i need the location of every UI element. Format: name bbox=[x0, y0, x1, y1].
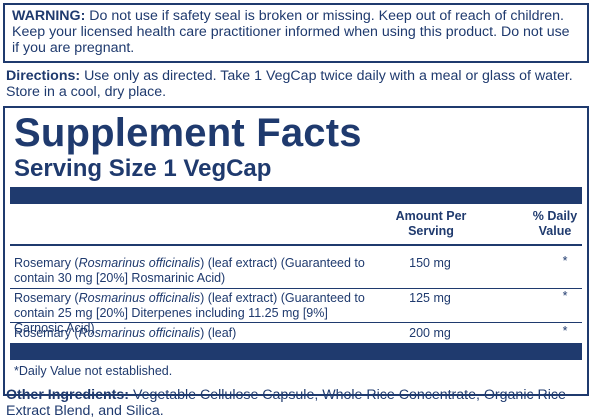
other-ingredients: Other Ingredients: Vegetable Cellulose C… bbox=[6, 387, 598, 419]
ingredient-name: Rosemary ( bbox=[14, 326, 79, 340]
daily-value-header: % Daily Value bbox=[532, 209, 578, 238]
ingredient-row-3: Rosemary (Rosmarinus officinalis) (leaf) bbox=[14, 326, 374, 341]
directions-text: Use only as directed. Take 1 VegCap twic… bbox=[6, 68, 573, 100]
ingredient-row-1: Rosemary (Rosmarinus officinalis) (leaf … bbox=[14, 256, 374, 286]
amount-1: 150 mg bbox=[409, 256, 451, 270]
warning-box: WARNING: Do not use if safety seal is br… bbox=[3, 3, 589, 63]
ingredient-name: Rosemary ( bbox=[14, 291, 79, 305]
warning-text: Do not use if safety seal is broken or m… bbox=[12, 8, 570, 56]
dv-2: * bbox=[562, 289, 568, 303]
other-ingredients-text: Vegetable Cellulose Capsule, Whole Rice … bbox=[6, 387, 566, 419]
footnote: *Daily Value not established. bbox=[14, 364, 173, 378]
ingredient-latin: Rosmarinus officinalis bbox=[78, 291, 201, 305]
other-ingredients-label: Other Ingredients: bbox=[6, 387, 129, 403]
supplement-facts-panel: Supplement Facts Serving Size 1 VegCap A… bbox=[3, 106, 589, 396]
warning-label: WARNING: bbox=[12, 8, 86, 24]
ingredient-latin: Rosmarinus officinalis bbox=[78, 326, 201, 340]
header-bar bbox=[10, 187, 582, 204]
ingredient-detail: ) (leaf extract) (Guaranteed to contain … bbox=[14, 291, 365, 335]
amount-3: 200 mg bbox=[409, 326, 451, 340]
amount-2: 125 mg bbox=[409, 291, 451, 305]
ingredient-row-2: Rosemary (Rosmarinus officinalis) (leaf … bbox=[14, 291, 374, 336]
row-divider bbox=[10, 288, 582, 289]
dv-1: * bbox=[562, 254, 568, 268]
footer-bar bbox=[10, 343, 582, 360]
ingredient-detail: ) (leaf extract) (Guaranteed to contain … bbox=[14, 256, 365, 285]
facts-title: Supplement Facts bbox=[14, 111, 362, 155]
directions-label: Directions: bbox=[6, 68, 81, 84]
directions: Directions: Use only as directed. Take 1… bbox=[6, 68, 594, 100]
row-divider bbox=[10, 322, 582, 323]
ingredient-detail: ) (leaf) bbox=[200, 326, 237, 340]
divider bbox=[10, 244, 582, 246]
ingredient-latin: Rosmarinus officinalis bbox=[78, 256, 201, 270]
dv-3: * bbox=[562, 324, 568, 338]
serving-size: Serving Size 1 VegCap bbox=[14, 155, 272, 182]
ingredient-name: Rosemary ( bbox=[14, 256, 79, 270]
amount-per-serving-header: Amount Per Serving bbox=[395, 209, 467, 238]
